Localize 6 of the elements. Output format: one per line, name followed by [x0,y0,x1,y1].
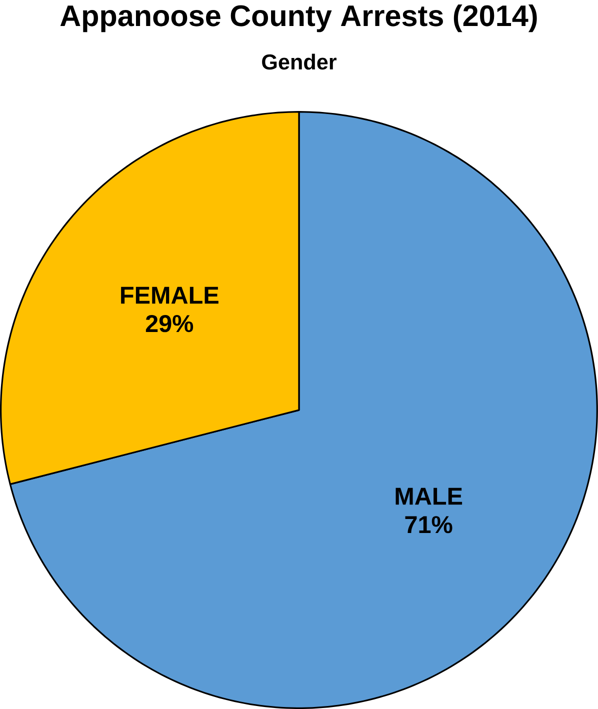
data-label: 29% [146,314,194,332]
chart-subtitle: Gender [262,54,337,70]
data-label: 71% [405,516,452,534]
chart-title: Appanoose County Arrests (2014) [60,4,537,32]
slice-label: FEMALE [121,286,218,304]
slice-label: MALE [396,488,462,505]
